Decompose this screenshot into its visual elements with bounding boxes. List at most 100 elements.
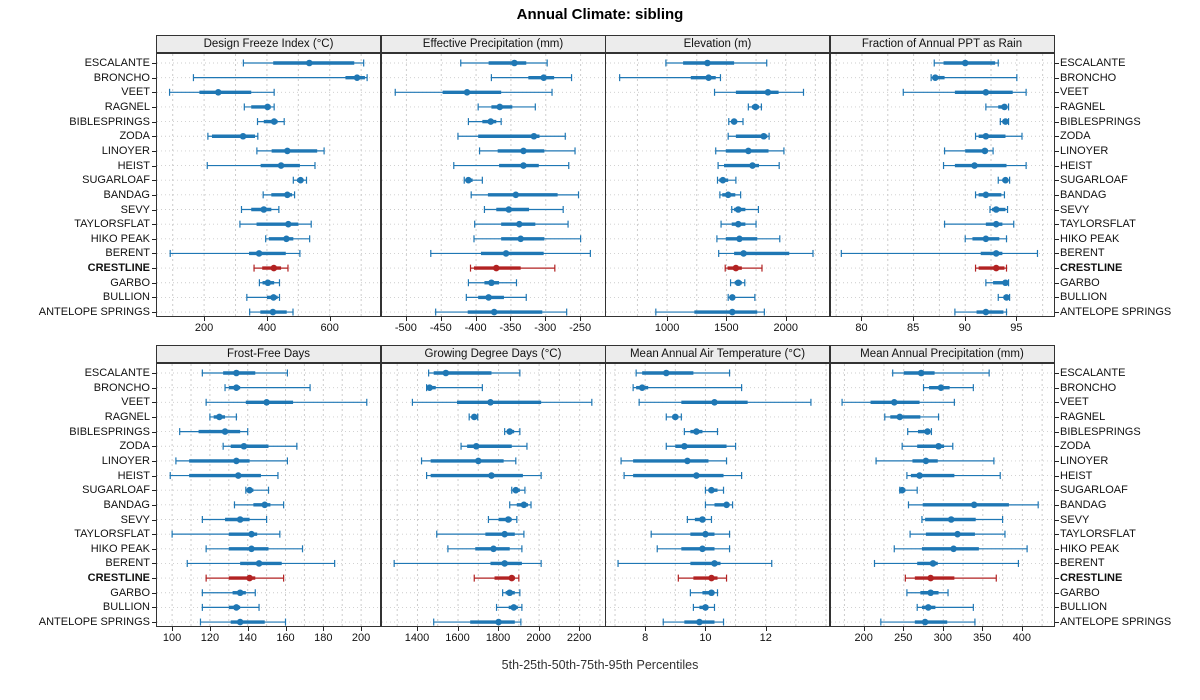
station-label: SEVY <box>1060 513 1090 526</box>
series-ragnel <box>477 103 536 111</box>
series-hiko-peak <box>446 545 522 553</box>
axis-tick-label: 1800 <box>485 632 511 644</box>
row-tick <box>1054 136 1059 138</box>
median-dot <box>982 132 989 140</box>
axis-tick-label: 200 <box>351 632 371 644</box>
median-dot <box>696 618 703 626</box>
median-dot <box>949 545 957 553</box>
series-veet <box>902 88 1027 96</box>
median-dot <box>233 457 240 465</box>
station-label: RAGNEL <box>1060 410 1106 423</box>
median-dot <box>1001 118 1009 125</box>
axis-tick-label: 200 <box>194 322 214 334</box>
median-dot <box>297 176 304 184</box>
row-tick <box>1054 475 1059 477</box>
axis-tick <box>545 317 547 321</box>
axis-tick-label: 200 <box>854 632 873 644</box>
median-dot <box>515 220 523 228</box>
axis-tick <box>498 627 500 631</box>
axis-tick <box>266 317 268 321</box>
series-linoyer <box>943 147 994 155</box>
series-crestline <box>904 574 997 582</box>
median-dot <box>1001 176 1009 184</box>
series-taylorsflat <box>943 220 1014 228</box>
median-dot <box>500 560 508 567</box>
median-dot <box>246 486 253 494</box>
median-dot <box>681 442 688 450</box>
series-sugarloaf <box>898 486 918 494</box>
series-antelope-springs <box>655 308 765 316</box>
panel-title: Design Freeze Index (°C) <box>203 38 334 50</box>
axis-tick <box>405 317 407 321</box>
panel-canvas <box>606 364 829 626</box>
row-tick <box>1054 165 1059 167</box>
row-tick <box>152 77 156 79</box>
station-label: ANTELOPE SPRINGS <box>38 306 150 319</box>
median-dot <box>961 59 969 67</box>
median-dot <box>519 147 527 155</box>
axis-tick <box>765 627 767 631</box>
station-label: BANDAG <box>1060 498 1107 511</box>
series-hiko-peak <box>472 235 581 243</box>
series-hiko-peak <box>964 235 1007 243</box>
row-tick <box>152 282 156 284</box>
panel-canvas <box>381 54 605 316</box>
median-dot <box>760 132 768 140</box>
median-dot <box>509 604 517 611</box>
station-label: BULLION <box>1060 291 1108 304</box>
row-tick <box>152 460 156 462</box>
row-tick <box>152 297 156 299</box>
row-tick <box>152 194 156 196</box>
series-zoda <box>727 132 770 140</box>
axis-tick <box>209 627 211 631</box>
median-dot <box>248 530 255 538</box>
station-label: BULLION <box>102 601 150 614</box>
series-linoyer <box>874 457 995 465</box>
series-sugarloaf <box>292 176 308 184</box>
axis-tick <box>204 317 206 321</box>
row-tick <box>1054 504 1059 506</box>
series-crestline <box>469 264 555 272</box>
median-dot <box>236 618 244 626</box>
median-dot <box>233 369 240 377</box>
series-heist <box>942 162 1027 170</box>
median-dot <box>705 74 712 81</box>
median-dot <box>470 413 478 421</box>
series-escalante <box>242 59 365 67</box>
panel-strip: Mean Annual Precipitation (mm) <box>829 345 1055 363</box>
axis-tick-label: 250 <box>894 632 913 644</box>
series-sugarloaf <box>704 486 725 494</box>
row-tick <box>152 416 156 418</box>
series-heist <box>452 162 569 170</box>
series-zoda <box>459 442 528 450</box>
median-dot <box>736 235 743 243</box>
panel-title: Mean Annual Precipitation (mm) <box>860 348 1024 360</box>
station-label: BERENT <box>1060 247 1105 260</box>
series-antelope-springs <box>879 618 976 626</box>
median-dot <box>492 264 500 272</box>
station-label: CRESTLINE <box>87 572 150 585</box>
series-heist <box>905 472 1001 480</box>
median-dot <box>277 162 285 169</box>
series-berent <box>186 559 336 567</box>
row-tick <box>152 150 156 152</box>
station-label: SEVY <box>1060 203 1090 216</box>
station-label: ESCALANTE <box>84 367 150 379</box>
series-veet <box>168 88 275 96</box>
series-zoda <box>222 442 298 450</box>
series-crestline <box>205 574 285 582</box>
axis-tick-label: 90 <box>958 322 971 334</box>
row-tick <box>1054 282 1059 284</box>
median-dot <box>539 74 547 81</box>
row-tick <box>152 165 156 167</box>
row-tick <box>152 548 156 550</box>
median-dot <box>505 589 513 597</box>
row-tick <box>152 607 156 609</box>
median-dot <box>233 604 240 611</box>
row-tick <box>1054 268 1059 270</box>
row-tick <box>152 519 156 521</box>
station-label: BERENT <box>1060 557 1105 570</box>
panel-strip: Fraction of Annual PPT as Rain <box>829 35 1055 53</box>
axis-tick <box>457 627 459 631</box>
